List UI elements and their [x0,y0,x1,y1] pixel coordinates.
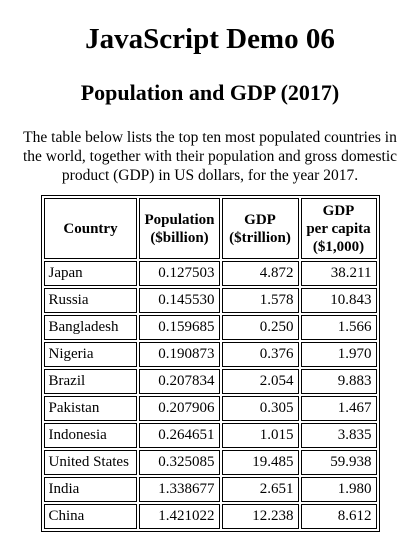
population-gdp-table: Country Population ($billion) GDP ($tril… [40,195,380,532]
table-row: Japan 0.127503 4.872 38.211 [43,261,377,286]
table-row: Russia 0.145530 1.578 10.843 [43,288,377,313]
table-header-row: Country Population ($billion) GDP ($tril… [43,198,377,259]
gdp-cell: 0.250 [221,315,299,340]
gdp-cell: 2.651 [221,477,299,502]
gdp-cell: 1.578 [221,288,299,313]
gdp-cell: 19.485 [221,450,299,475]
country-cell: Nigeria [43,342,138,367]
population-cell: 0.127503 [139,261,220,286]
header-country: Country [43,198,138,259]
country-cell: Indonesia [43,423,138,448]
gdp-per-capita-cell: 38.211 [300,261,377,286]
header-gdp-line-1: GDP [244,211,276,228]
population-cell: 0.190873 [139,342,220,367]
gdp-per-capita-cell: 3.835 [300,423,377,448]
population-cell: 0.264651 [139,423,220,448]
header-gdp: GDP ($trillion) [221,198,299,259]
table-row: Indonesia 0.264651 1.015 3.835 [43,423,377,448]
population-cell: 1.421022 [139,504,220,529]
header-gdp-per-capita-line-3: ($1,000) [312,238,365,255]
gdp-cell: 2.054 [221,369,299,394]
country-cell: Brazil [43,369,138,394]
header-gdp-line-2: ($trillion) [229,229,291,246]
country-cell: United States [43,450,138,475]
header-country-line: Country [63,220,118,237]
gdp-per-capita-cell: 1.467 [300,396,377,421]
table-row: China 1.421022 12.238 8.612 [43,504,377,529]
gdp-cell: 1.015 [221,423,299,448]
table-row: Pakistan 0.207906 0.305 1.467 [43,396,377,421]
gdp-cell: 12.238 [221,504,299,529]
header-population: Population ($billion) [139,198,220,259]
table-row: United States 0.325085 19.485 59.938 [43,450,377,475]
header-population-line-1: Population [144,211,215,228]
page-subtitle: Population and GDP (2017) [80,80,340,105]
page-title: JavaScript Demo 06 [85,23,335,55]
header-gdp-per-capita: GDP per capita ($1,000) [300,198,377,259]
population-cell: 0.159685 [139,315,220,340]
table-row: India 1.338677 2.651 1.980 [43,477,377,502]
population-cell: 0.325085 [139,450,220,475]
page: JavaScript Demo 06 Population and GDP (2… [22,23,398,532]
gdp-per-capita-cell: 10.843 [300,288,377,313]
intro-paragraph: The table below lists the top ten most p… [22,129,398,184]
country-cell: India [43,477,138,502]
country-cell: China [43,504,138,529]
population-cell: 0.145530 [139,288,220,313]
header-population-line-2: ($billion) [150,229,209,246]
population-cell: 0.207834 [139,369,220,394]
gdp-per-capita-cell: 1.970 [300,342,377,367]
country-cell: Pakistan [43,396,138,421]
table-row: Bangladesh 0.159685 0.250 1.566 [43,315,377,340]
header-gdp-per-capita-line-1: GDP [322,202,355,219]
population-cell: 1.338677 [139,477,220,502]
country-cell: Bangladesh [43,315,138,340]
table-row: Brazil 0.207834 2.054 9.883 [43,369,377,394]
gdp-cell: 4.872 [221,261,299,286]
header-gdp-per-capita-line-2: per capita [306,220,371,237]
gdp-per-capita-cell: 1.566 [300,315,377,340]
gdp-per-capita-cell: 8.612 [300,504,377,529]
gdp-per-capita-cell: 1.980 [300,477,377,502]
table-row: Nigeria 0.190873 0.376 1.970 [43,342,377,367]
gdp-per-capita-cell: 59.938 [300,450,377,475]
population-cell: 0.207906 [139,396,220,421]
gdp-cell: 0.305 [221,396,299,421]
country-cell: Russia [43,288,138,313]
gdp-cell: 0.376 [221,342,299,367]
country-cell: Japan [43,261,138,286]
gdp-per-capita-cell: 9.883 [300,369,377,394]
